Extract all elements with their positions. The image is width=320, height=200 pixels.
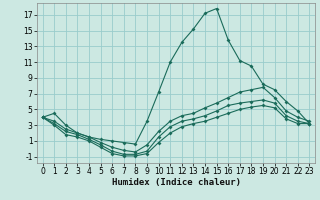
X-axis label: Humidex (Indice chaleur): Humidex (Indice chaleur)	[111, 178, 241, 187]
